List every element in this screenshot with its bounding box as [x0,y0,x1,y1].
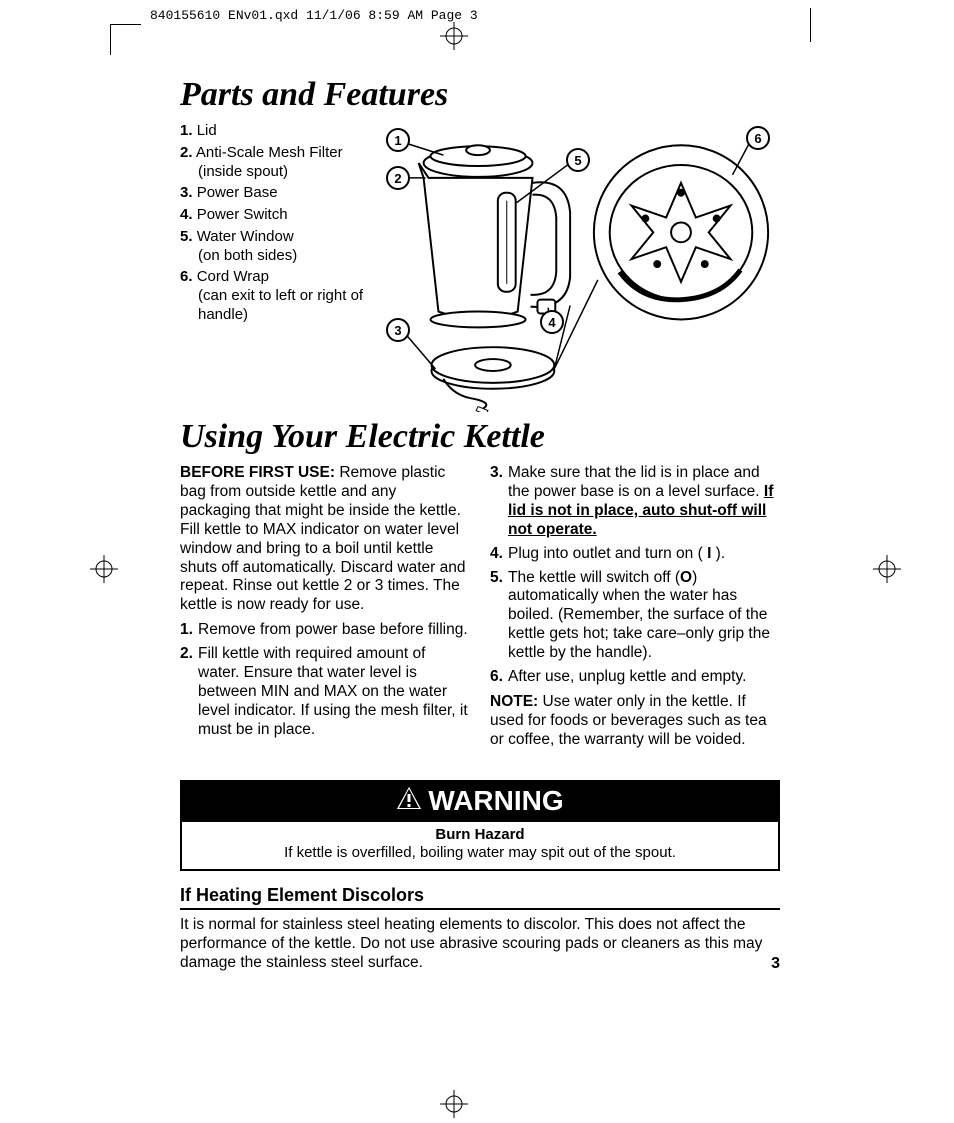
part-num: 3. [180,184,193,201]
step-text: Plug into outlet and turn on ( I ). [508,545,780,564]
step-num: 1. [180,621,198,640]
before-first-use-label: BEFORE FIRST USE: [180,464,335,481]
callout-2: 2 [386,166,410,190]
callout-5: 5 [566,148,590,172]
parts-list: 1. Lid 2. Anti-Scale Mesh Filter (inside … [180,122,370,412]
part-label: Anti-Scale Mesh Filter [196,144,343,161]
right-column: 3.Make sure that the lid is in place and… [490,464,780,756]
step-text: Remove from power base before filling. [198,621,470,640]
warning-text: If kettle is overfilled, boiling water m… [284,844,676,861]
crop-mark [810,8,811,42]
part-num: 2. [180,144,193,161]
using-heading: Using Your Electric Kettle [180,418,780,456]
callout-4: 4 [540,310,564,334]
step-num: 6. [490,668,508,687]
registration-mark-icon [873,555,901,588]
part-label: Power Switch [197,206,288,223]
part-num: 5. [180,228,193,245]
part-sub: (inside spout) [180,163,370,182]
part-sub: (on both sides) [180,247,370,266]
burn-hazard-label: Burn Hazard [190,826,770,845]
parts-heading: Parts and Features [180,76,780,114]
step-text: The kettle will switch off (O) automatic… [508,569,780,664]
step-num: 3. [490,464,508,540]
part-sub: (can exit to left or right of handle) [180,287,370,325]
part-label: Lid [197,122,217,139]
page-number: 3 [771,954,780,974]
part-num: 1. [180,122,193,139]
step-num: 5. [490,569,508,664]
discolors-text: It is normal for stainless steel heating… [180,916,780,973]
left-column: BEFORE FIRST USE: Remove plastic bag fro… [180,464,470,756]
discolors-subhead: If Heating Element Discolors [180,885,780,910]
print-header: 840155610 ENv01.qxd 11/1/06 8:59 AM Page… [150,8,478,23]
step-num: 2. [180,645,198,740]
registration-mark-icon [90,555,118,588]
warning-box: WARNING Burn Hazard If kettle is overfil… [180,780,780,872]
registration-mark-icon [440,22,468,55]
before-first-use-text: Remove plastic bag from outside kettle a… [180,464,465,613]
part-num: 6. [180,268,193,285]
step-text: Fill kettle with required amount of wate… [198,645,470,740]
crop-mark [110,24,141,55]
callout-6: 6 [746,126,770,150]
part-label: Water Window [197,228,294,245]
step-text: Make sure that the lid is in place and t… [508,464,780,540]
part-num: 4. [180,206,193,223]
callout-1: 1 [386,128,410,152]
part-label: Cord Wrap [197,268,269,285]
kettle-diagram: 1 2 3 4 5 6 [384,122,780,412]
callout-3: 3 [386,318,410,342]
step-text: After use, unplug kettle and empty. [508,668,780,687]
step-num: 4. [490,545,508,564]
part-label: Power Base [197,184,278,201]
warning-icon [396,785,422,817]
note-label: NOTE: [490,693,538,710]
registration-mark-icon [440,1090,468,1123]
warning-title: WARNING [428,785,563,817]
